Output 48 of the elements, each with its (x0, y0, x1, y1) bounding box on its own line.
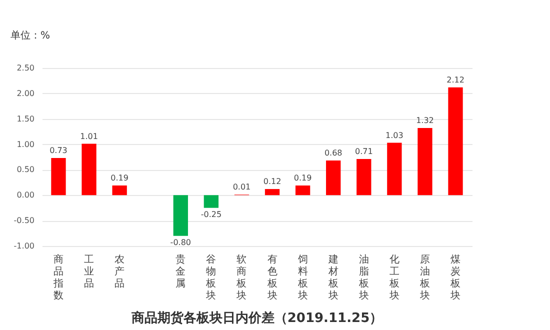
bar (387, 142, 402, 196)
bar (448, 87, 463, 196)
x-tick-label: 煤炭板块 (450, 254, 461, 302)
data-label: 0.71 (354, 147, 373, 156)
bar (82, 144, 96, 196)
x-tick-label: 建材板块 (327, 254, 338, 302)
data-label: 0.19 (110, 173, 128, 182)
x-tick-label: 饲料板块 (296, 254, 308, 302)
bar (204, 195, 219, 208)
bar (295, 185, 310, 196)
x-tick-label: 谷物板块 (205, 254, 216, 302)
x-tick-label: 贵金属 (176, 254, 186, 290)
bar (173, 195, 188, 236)
x-tick-label: 商品指数 (52, 254, 64, 302)
x-tick-label: 软商板块 (236, 254, 247, 302)
x-tick-label: 油脂板块 (358, 254, 369, 302)
data-label: -0.80 (170, 238, 191, 247)
data-label: 1.32 (416, 116, 434, 126)
bar (326, 160, 341, 196)
data-label: 0.73 (50, 146, 68, 156)
y-tick-label: -1.00 (14, 242, 34, 250)
data-label: 0.01 (232, 182, 251, 192)
x-tick-label: 有色板块 (266, 254, 278, 302)
y-axis-title: 单位：% (10, 30, 50, 42)
data-label: 2.12 (446, 75, 464, 84)
y-tick-label: 1.00 (16, 140, 34, 149)
x-tick-label: 原油板块 (418, 254, 430, 302)
data-label: 1.03 (386, 130, 404, 140)
y-tick-label: 2.50 (16, 64, 34, 72)
data-label: 0.68 (324, 148, 342, 158)
y-tick-label: 0.50 (16, 165, 34, 174)
y-tick-label: 2.00 (16, 88, 34, 98)
data-label: 0.19 (294, 173, 312, 182)
y-tick-label: 0.00 (16, 190, 34, 200)
data-label: 1.01 (80, 132, 98, 141)
x-tick-label: 工业品 (84, 254, 94, 290)
data-label: 0.12 (263, 177, 282, 186)
y-tick-label: 1.50 (16, 114, 34, 124)
bar (264, 189, 280, 196)
bar (51, 158, 66, 196)
data-label: -0.25 (200, 210, 222, 219)
x-tick-label: 化工板块 (388, 254, 400, 302)
bar (356, 159, 372, 196)
y-tick-label: -0.50 (14, 216, 34, 226)
bar (418, 128, 432, 196)
bar (112, 185, 127, 196)
text: 商品期货各板块日内价差（2019.11.25） (130, 310, 383, 326)
x-tick-label: 农产品 (114, 254, 125, 290)
